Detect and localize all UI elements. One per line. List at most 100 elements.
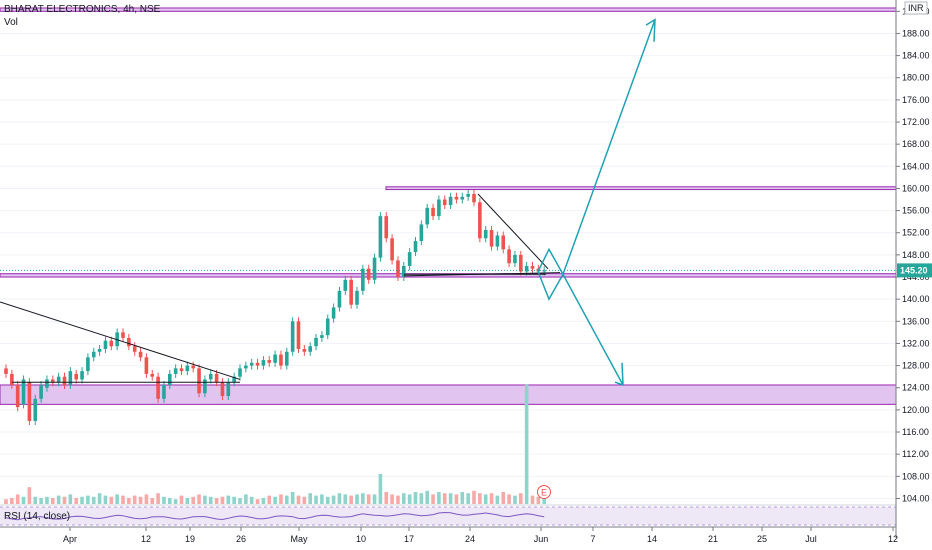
volume-bar	[542, 498, 546, 504]
candle-body	[483, 229, 488, 239]
volume-bar	[156, 493, 160, 504]
volume-bar	[191, 496, 195, 504]
volume-bar	[51, 498, 55, 504]
volume-bar	[68, 494, 73, 504]
volume-bar	[15, 494, 20, 504]
candlestick-series	[4, 189, 546, 425]
volume-bar	[431, 494, 435, 504]
candle-body	[513, 254, 517, 264]
candle-body	[179, 368, 184, 372]
volume-bar	[138, 496, 143, 504]
candle-body	[173, 368, 178, 374]
candle-body	[80, 371, 84, 380]
volume-bar	[80, 496, 84, 504]
volume-bar	[173, 499, 178, 504]
candle-body	[138, 351, 143, 358]
volume-bar	[285, 495, 289, 504]
volume-bar	[296, 495, 301, 504]
candle-body	[285, 351, 289, 366]
x-tick-label: May	[290, 534, 308, 544]
volume-bar	[185, 498, 190, 504]
x-tick-label: Jul	[805, 534, 817, 544]
candle-body	[91, 351, 96, 358]
candle-body	[121, 332, 125, 338]
volume-bar	[396, 495, 400, 504]
y-tick-label: 108.00	[902, 471, 930, 481]
candle-body	[97, 348, 102, 352]
x-tick-label: 14	[647, 534, 657, 544]
volume-bar	[325, 496, 330, 504]
y-tick-label: 176.00	[902, 95, 930, 105]
candle-body	[442, 199, 447, 206]
volume-bar	[232, 496, 236, 504]
candle-body	[478, 202, 482, 239]
y-tick-label: 140.00	[902, 294, 930, 304]
candle-body	[168, 373, 172, 385]
candle-body	[15, 384, 20, 408]
currency-badge	[904, 1, 928, 15]
y-tick-label: 188.00	[902, 28, 930, 38]
volume-bar	[524, 384, 529, 504]
volume-bar	[519, 493, 523, 504]
symbol-title[interactable]: BHARAT ELECTRONICS, 4h, NSE	[4, 4, 161, 15]
volume-bar	[320, 494, 324, 504]
candle-body	[495, 235, 500, 247]
candle-body	[325, 318, 330, 336]
x-tick-label: 26	[236, 534, 246, 544]
candle-body	[144, 357, 149, 374]
candle-body	[244, 365, 248, 369]
volume-bar	[273, 496, 277, 504]
volume-bar	[238, 498, 242, 504]
projection-up-arrow	[537, 19, 656, 277]
candle-body	[320, 335, 324, 338]
x-tick-label: 10	[356, 534, 366, 544]
y-tick-label: 172.00	[902, 117, 930, 127]
volume-bar	[390, 494, 394, 504]
y-tick-label: 148.00	[902, 250, 930, 260]
candle-body	[74, 373, 78, 380]
volume-bar	[4, 499, 8, 504]
x-tick-label: 12	[888, 534, 898, 544]
volume-bar	[150, 498, 155, 504]
projection-down-arrow	[537, 271, 624, 386]
volume-bar	[39, 498, 43, 504]
volume-bar	[127, 498, 131, 504]
candle-body	[203, 379, 207, 394]
candle-body	[150, 373, 155, 377]
volume-bar	[378, 474, 383, 504]
candle-body	[314, 337, 318, 347]
candle-body	[343, 279, 348, 291]
candle-body	[109, 340, 114, 347]
candle-body	[489, 229, 494, 247]
time-axis[interactable]: Apr 12 19 26 May 10 17 24 Jun 7 14 21 25 Jul 12	[0, 526, 898, 544]
y-tick-label: 168.00	[902, 139, 930, 149]
volume-bar	[290, 492, 295, 504]
candle-body	[220, 382, 225, 397]
volume-label[interactable]: Vol	[4, 17, 18, 28]
candle-body	[127, 337, 131, 347]
candle-body	[197, 368, 201, 394]
candle-body	[45, 379, 49, 388]
volume-bar	[402, 493, 406, 504]
y-tick-label: 152.00	[902, 228, 930, 238]
candle-body	[349, 279, 353, 305]
rsi-label[interactable]: RSI (14, close)	[4, 511, 71, 522]
candle-body	[372, 257, 377, 280]
y-tick-label: 112.00	[902, 449, 929, 459]
price-axis[interactable]: 104.00 108.00 112.00 116.00 120.00 124.00 128.…	[895, 0, 932, 538]
drawing-layer[interactable]: E	[0, 18, 896, 499]
chart-legend: BHARAT ELECTRONICS, 4h, NSE Vol	[4, 3, 160, 29]
volume-bar	[86, 495, 90, 504]
volume-bar	[419, 493, 424, 504]
volume-bar	[495, 495, 500, 504]
candle-body	[249, 362, 254, 366]
volume-bar	[103, 495, 108, 504]
candle-body	[337, 290, 342, 308]
candle-body	[51, 379, 55, 383]
candle-body	[232, 376, 236, 383]
candle-body	[132, 346, 137, 352]
volume-bar	[413, 492, 418, 504]
x-tick-label: Apr	[63, 534, 77, 544]
candle-body	[191, 365, 195, 369]
